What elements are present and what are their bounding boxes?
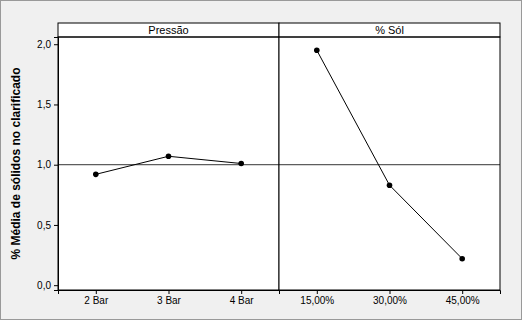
tick: 30,00%	[373, 290, 407, 306]
tick-label: 3 Bar	[157, 295, 182, 306]
tick-label: 15,00%	[300, 295, 334, 306]
tick-label: 0,0	[37, 280, 51, 291]
plot-area	[58, 37, 279, 290]
panel-header	[58, 23, 279, 37]
reference-line	[279, 164, 500, 165]
tick-mark	[54, 225, 58, 226]
tick-mark	[96, 290, 97, 294]
axis-line	[59, 291, 280, 295]
point	[93, 172, 99, 178]
tick-mark	[462, 290, 463, 294]
tick: 0,0	[37, 280, 58, 291]
tick: 1,0	[37, 159, 58, 170]
panel-header	[279, 23, 500, 37]
tick-mark	[54, 165, 58, 166]
point	[387, 182, 393, 188]
panel: Pressão 2 Bar 3 Bar 4 Bar	[58, 23, 280, 306]
y-axis: 0,0 0,5 1,0 1,5 2,0	[37, 38, 58, 291]
tick-mark	[317, 290, 318, 294]
tick: 2 Bar	[84, 290, 109, 306]
marks	[279, 47, 500, 261]
tick: 3 Bar	[157, 290, 182, 306]
tick: 0,5	[37, 220, 58, 231]
tick-label: 0,5	[37, 220, 51, 231]
tick-mark	[54, 44, 58, 45]
tick-mark	[54, 104, 58, 105]
tick: 45,00%	[446, 290, 480, 306]
tick-label: 1,5	[37, 99, 51, 110]
tick: 1,5	[37, 99, 58, 110]
point	[314, 47, 320, 53]
axis-line	[54, 38, 59, 291]
point	[238, 161, 244, 167]
tick-label: 1,0	[37, 159, 51, 170]
panel-title: % Sól	[375, 24, 404, 36]
tick-mark	[54, 285, 58, 286]
tick-label: 45,00%	[446, 295, 480, 306]
panel-frame	[279, 37, 500, 290]
tick: 15,00%	[300, 290, 334, 306]
tick: 4 Bar	[230, 290, 255, 306]
tick-mark	[169, 290, 170, 294]
point	[459, 256, 465, 262]
axis-line	[280, 291, 501, 295]
tick: 2,0	[37, 39, 58, 50]
tick-mark	[390, 290, 391, 294]
tick-mark	[241, 290, 242, 294]
marks	[58, 153, 279, 177]
x-axis: 15,00% 30,00% 45,00%	[280, 290, 501, 306]
line	[317, 50, 462, 258]
x-axis: 2 Bar 3 Bar 4 Bar	[59, 290, 280, 306]
plot-area	[279, 37, 500, 290]
background	[1, 1, 522, 320]
reference-line	[58, 164, 279, 165]
y-axis-title: % Média de sólidos no clarificado	[9, 67, 23, 259]
tick-label: 30,00%	[373, 295, 407, 306]
tick-label: 2 Bar	[84, 295, 109, 306]
chart: Pressão 2 Bar 3 Bar 4 Bar % Sól 15,00% 30,00% 4…	[0, 0, 522, 320]
panel: % Sól 15,00% 30,00% 45,00%	[279, 23, 501, 306]
panel-frame	[58, 37, 279, 290]
tick-label: 2,0	[37, 39, 51, 50]
panel-title: Pressão	[148, 24, 188, 36]
tick-label: 4 Bar	[230, 295, 255, 306]
point	[166, 153, 172, 159]
